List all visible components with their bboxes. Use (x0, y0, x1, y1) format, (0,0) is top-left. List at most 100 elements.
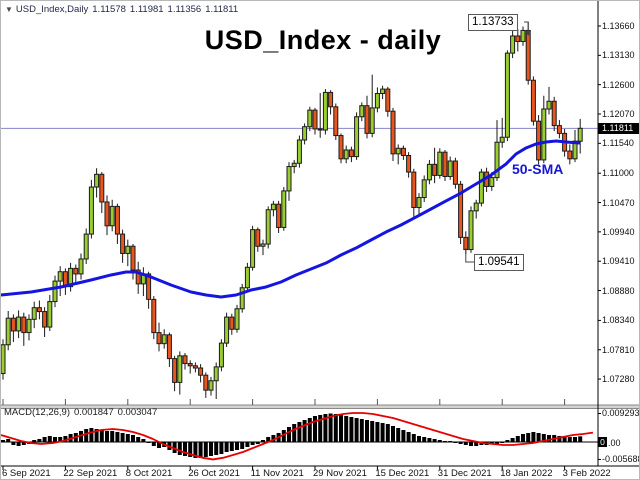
macd-histogram-bar (333, 413, 338, 442)
macd-histogram-bar (531, 432, 536, 442)
candle-body (348, 149, 354, 158)
macd-histogram-bar (349, 417, 354, 442)
symbol-info-bar: ▼ USD_Index,Daily 1.11578 1.11981 1.11356 1.1… (5, 4, 238, 15)
candle-body (73, 267, 79, 275)
candle-body (536, 120, 542, 161)
candle-body (343, 149, 349, 160)
macd-signal-line (1, 412, 594, 461)
ohlc-values: 1.11578 1.11981 1.11356 1.11811 (88, 4, 238, 15)
macd-histogram-bar (255, 442, 260, 444)
macd-histogram-bar (146, 442, 151, 443)
macd-histogram-bar (443, 440, 447, 442)
time-axis-label: 11 Nov 2021 (250, 468, 304, 479)
candle-body (421, 179, 427, 199)
candle-body (530, 79, 536, 122)
candle-body (395, 147, 401, 155)
candle-body (208, 380, 214, 391)
price-axis-label: 1.08340 (602, 315, 635, 326)
macd-histogram-bar (469, 442, 473, 446)
candle-body (57, 271, 63, 282)
candle-body (192, 365, 198, 369)
macd-histogram-bar (271, 435, 276, 442)
candle-body (567, 150, 573, 160)
macd-histogram-bar (120, 433, 125, 442)
candle-body (120, 233, 126, 254)
price-axis-label: 1.12600 (602, 79, 635, 90)
time-axis-label: 29 Nov 2021 (313, 468, 367, 479)
candle-body (31, 307, 37, 320)
current-price-tag: 1.11811 (598, 123, 639, 134)
macd-histogram-bar (505, 440, 510, 442)
macd-zero-tag: 0 (598, 437, 607, 447)
macd-histogram-bar (417, 435, 421, 442)
candle-body (380, 88, 386, 95)
macd-histogram-bar (94, 428, 99, 442)
macd-histogram-bar (422, 437, 427, 442)
macd-axis-zero-label: .00 (608, 438, 621, 448)
candle-body (260, 243, 266, 247)
macd-histogram-bar (396, 428, 401, 442)
macd-histogram-bar (110, 430, 115, 442)
macd-histogram-bar (115, 432, 120, 442)
macd-histogram-bar (432, 438, 437, 442)
macd-histogram-bar (261, 440, 265, 442)
pane-divider[interactable] (1, 405, 640, 409)
macd-histogram-bar (401, 430, 406, 442)
candle-body (224, 316, 230, 344)
open-value: 1.11578 (92, 4, 126, 15)
high-value: 1.11981 (129, 4, 164, 15)
candle-body (104, 201, 110, 227)
candle-body (437, 151, 443, 176)
price-axis-label: 1.10470 (602, 197, 635, 208)
candle-body (26, 318, 32, 334)
candle-body (541, 108, 547, 161)
macd-histogram-bar (521, 433, 525, 442)
candle-body (556, 125, 562, 134)
candle-body (463, 236, 469, 251)
candle-body (354, 116, 360, 158)
price-axis-label: 1.09940 (602, 226, 635, 237)
macd-histogram-bar (136, 437, 141, 442)
candle-body (510, 35, 516, 54)
candle-body (244, 266, 250, 289)
macd-histogram-bar (229, 442, 234, 451)
macd-histogram-bar (198, 442, 203, 459)
candle-body (525, 29, 531, 81)
candle-body (10, 317, 16, 332)
macd-histogram-bar (21, 442, 26, 446)
macd-value-main: 0.001847 (74, 407, 114, 418)
candle-body (478, 171, 484, 204)
candle-body (291, 162, 297, 168)
collapse-triangle-icon[interactable]: ▼ (5, 5, 13, 14)
macd-histogram-bar (541, 433, 546, 442)
candle-body (307, 109, 313, 128)
candle-body (494, 141, 500, 179)
candle-body (187, 363, 193, 367)
macd-histogram-bar (437, 440, 442, 442)
candle-body (281, 190, 287, 228)
macd-histogram-bar (37, 438, 42, 442)
macd-histogram-bar (448, 440, 453, 442)
macd-histogram-bar (151, 442, 156, 446)
price-axis-label: 1.11540 (602, 138, 634, 149)
macd-histogram-bar (463, 442, 468, 446)
macd-indicator-label: MACD(12,26,9) 0.001847 0.003047 (4, 407, 161, 418)
price-axis-label: 1.13660 (602, 21, 635, 31)
candle-body (296, 139, 302, 164)
time-axis-label: 26 Oct 2021 (188, 468, 240, 479)
macd-histogram-bar (193, 442, 198, 459)
candle-body (452, 160, 458, 185)
macd-axis-max-label: 0.009293 (602, 408, 640, 419)
candle-body (218, 342, 224, 368)
macd-histogram-bar (391, 425, 395, 442)
candle-body (83, 233, 89, 260)
candle-body (322, 91, 328, 131)
macd-histogram-bar (203, 442, 208, 457)
low-callout-connector (465, 247, 474, 263)
macd-histogram-bar (214, 442, 219, 456)
macd-histogram-bar (385, 423, 390, 442)
candle-body (166, 334, 172, 360)
sma-annotation-label: 50-SMA (512, 161, 564, 177)
macd-histogram-bar (427, 438, 432, 442)
